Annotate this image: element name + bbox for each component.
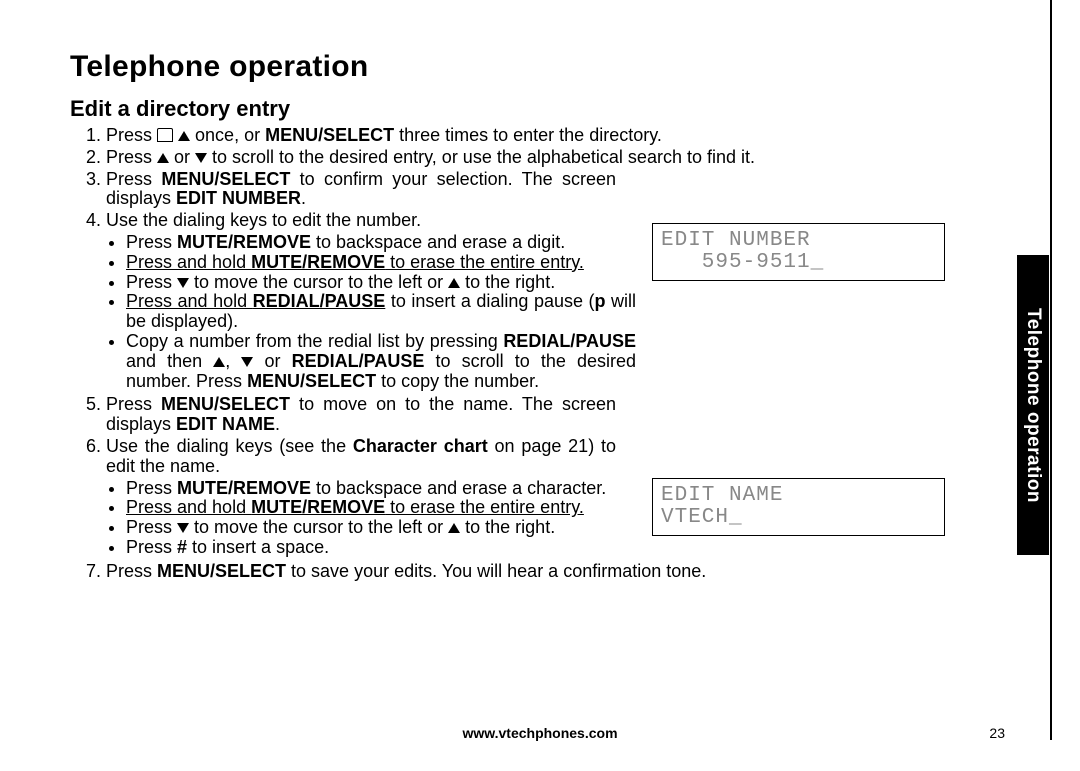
key-label: MENU/SELECT	[161, 394, 290, 414]
manual-page: Telephone operation Telephone operation …	[0, 0, 1080, 771]
page-number: 23	[989, 725, 1005, 741]
up-arrow-icon	[448, 523, 460, 533]
up-arrow-icon	[157, 153, 169, 163]
key-label: MENU/SELECT	[161, 169, 290, 189]
text: to erase the entire entry.	[385, 497, 584, 517]
text: to erase the entire entry.	[385, 252, 584, 272]
key-label: Character chart	[353, 436, 488, 456]
lcd-line: EDIT NAME	[661, 484, 783, 507]
key-label: MUTE/REMOVE	[177, 232, 311, 252]
key-label: EDIT NAME	[176, 414, 275, 434]
lcd-line: EDIT NUMBER	[661, 229, 811, 252]
text: or	[253, 351, 291, 371]
text: Press	[106, 394, 161, 414]
key-label: EDIT NUMBER	[176, 188, 301, 208]
bullet-4-2: Press and hold MUTE/REMOVE to erase the …	[126, 253, 636, 273]
directory-icon	[157, 128, 173, 142]
key-label: REDIAL/PAUSE	[503, 331, 636, 351]
text: once, or	[190, 125, 265, 145]
text: to backspace and erase a digit.	[311, 232, 565, 252]
lcd-display-edit-number: EDIT NUMBER 595-9511_	[652, 223, 945, 281]
text: Press	[106, 125, 157, 145]
text: to move the cursor to the left or	[189, 272, 448, 292]
text: to backspace and erase a character.	[311, 478, 606, 498]
lcd-line: 595-9511_	[661, 251, 824, 274]
step-5: Press MENU/SELECT to move on to the name…	[106, 395, 616, 435]
text: Press and hold	[126, 291, 253, 311]
bullet-4-5: Copy a number from the redial list by pr…	[126, 332, 636, 391]
step-1: Press once, or MENU/SELECT three times t…	[106, 126, 950, 146]
text: to the right.	[460, 517, 555, 537]
footer-url: www.vtechphones.com	[0, 725, 1080, 741]
text: to save your edits. You will hear a conf…	[286, 561, 706, 581]
key-label: REDIAL/PAUSE	[292, 351, 425, 371]
key-label: MENU/SELECT	[157, 561, 286, 581]
lcd-display-edit-name: EDIT NAME VTECH_	[652, 478, 945, 536]
text: Press and hold	[126, 497, 251, 517]
down-arrow-icon	[195, 153, 207, 163]
text: to scroll to the desired entry, or use t…	[207, 147, 755, 167]
key-label: REDIAL/PAUSE	[253, 291, 386, 311]
text: Use the dialing keys (see the	[106, 436, 353, 456]
key-label: MUTE/REMOVE	[251, 497, 385, 517]
up-arrow-icon	[213, 357, 225, 367]
bullet-4-1: Press MUTE/REMOVE to backspace and erase…	[126, 233, 636, 253]
text: Press	[126, 537, 177, 557]
text: to copy the number.	[376, 371, 539, 391]
text: Use the dialing keys to edit the number.	[106, 210, 421, 230]
text: Press	[126, 478, 177, 498]
text: Press and hold	[126, 252, 251, 272]
text: ,	[225, 351, 241, 371]
text: Press	[126, 517, 177, 537]
key-label: MUTE/REMOVE	[251, 252, 385, 272]
down-arrow-icon	[241, 357, 253, 367]
text: .	[275, 414, 280, 434]
key-label: MENU/SELECT	[247, 371, 376, 391]
right-margin-line	[1050, 0, 1052, 740]
down-arrow-icon	[177, 278, 189, 288]
bullet-4-3: Press to move the cursor to the left or …	[126, 273, 636, 293]
text: or	[169, 147, 195, 167]
page-title: Telephone operation	[70, 50, 1010, 84]
text: to the right.	[460, 272, 555, 292]
lcd-line: VTECH_	[661, 506, 743, 529]
step4-sublist: Press MUTE/REMOVE to backspace and erase…	[106, 233, 636, 391]
section-title: Edit a directory entry	[70, 96, 1010, 122]
text: to insert a dialing pause (	[385, 291, 594, 311]
key-label: p	[595, 291, 606, 311]
step-2: Press or to scroll to the desired entry,…	[106, 148, 950, 168]
key-label: MUTE/REMOVE	[177, 478, 311, 498]
text: three times to enter the directory.	[394, 125, 662, 145]
text: to insert a space.	[187, 537, 329, 557]
text: Press	[126, 232, 177, 252]
up-arrow-icon	[448, 278, 460, 288]
key-label: #	[177, 537, 187, 557]
key-label: MENU/SELECT	[265, 125, 394, 145]
text: Copy a number from the redial list by pr…	[126, 331, 503, 351]
step-7: Press MENU/SELECT to save your edits. Yo…	[106, 562, 950, 582]
bullet-6-4: Press # to insert a space.	[126, 538, 886, 558]
text: to move the cursor to the left or	[189, 517, 448, 537]
up-arrow-icon	[178, 131, 190, 141]
text: Press	[106, 169, 161, 189]
step-6: Use the dialing keys (see the Character …	[106, 437, 616, 558]
bullet-4-4: Press and hold REDIAL/PAUSE to insert a …	[126, 292, 636, 332]
step-3: Press MENU/SELECT to confirm your select…	[106, 170, 616, 210]
text: and then	[126, 351, 213, 371]
text: Press	[126, 272, 177, 292]
text: Press	[106, 147, 157, 167]
text: Press	[106, 561, 157, 581]
down-arrow-icon	[177, 523, 189, 533]
text: .	[301, 188, 306, 208]
side-tab: Telephone operation	[1017, 255, 1049, 555]
